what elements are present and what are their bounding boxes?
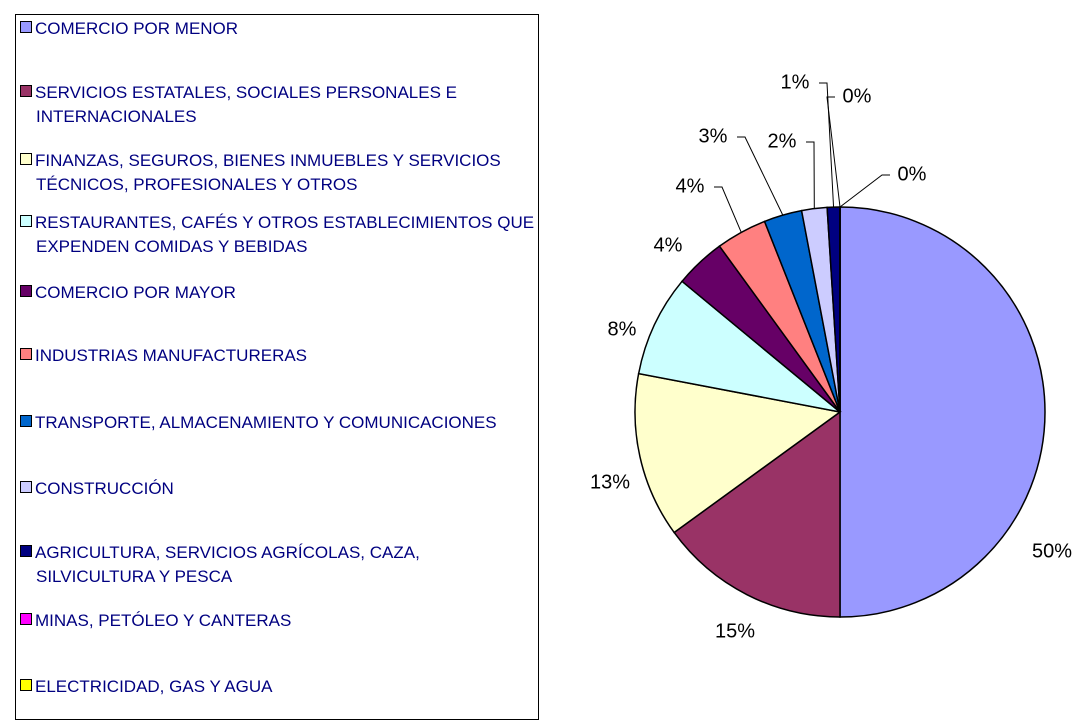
legend-entry: AGRICULTURA, SERVICIOS AGRÍCOLAS, CAZA, … [18, 541, 538, 589]
legend-swatch [20, 348, 32, 360]
data-label: 13% [590, 471, 630, 493]
data-label: 2% [768, 130, 797, 152]
pie-slice [680, 245, 841, 413]
legend-label: AGRICULTURA, SERVICIOS AGRÍCOLAS, CAZA, … [35, 543, 420, 586]
legend-entry: MINAS, PETÓLEO Y CANTERAS [18, 609, 538, 633]
pie-slice [826, 206, 841, 413]
legend-swatch [20, 21, 32, 33]
leader-line [839, 174, 890, 208]
legend-label: FINANZAS, SEGUROS, BIENES INMUEBLES Y SE… [35, 151, 501, 194]
legend-entry: SERVICIOS ESTATALES, SOCIALES PERSONALES… [18, 81, 538, 129]
legend-label: ELECTRICIDAD, GAS Y AGUA [35, 677, 273, 696]
legend-swatch [20, 481, 32, 493]
legend-label: INDUSTRIAS MANUFACTURERAS [35, 346, 308, 365]
legend-swatch [20, 285, 32, 297]
legend-swatch [20, 415, 32, 427]
legend-label: SERVICIOS ESTATALES, SOCIALES PERSONALES… [35, 83, 457, 126]
legend-entry: RESTAURANTES, CAFÉS Y OTROS ESTABLECIMIE… [18, 211, 538, 259]
legend-label: RESTAURANTES, CAFÉS Y OTROS ESTABLECIMIE… [35, 213, 535, 256]
legend-entry: COMERCIO POR MAYOR [18, 281, 538, 305]
pie-slice [763, 209, 841, 413]
data-label: 8% [608, 318, 637, 340]
data-label: 4% [654, 234, 683, 256]
leader-line [806, 141, 815, 209]
legend-entry: CONSTRUCCIÓN [18, 477, 538, 501]
legend-entry: INDUSTRIAS MANUFACTURERAS [18, 344, 538, 368]
legend-swatch [20, 215, 32, 227]
legend-label: CONSTRUCCIÓN [35, 479, 174, 498]
legend-label: COMERCIO POR MAYOR [35, 283, 236, 302]
data-label: 0% [898, 163, 927, 185]
pie-slice [718, 220, 841, 413]
legend-entry: COMERCIO POR MENOR [18, 17, 538, 41]
legend-swatch [20, 85, 32, 97]
legend-swatch [20, 679, 32, 691]
legend: COMERCIO POR MENOR SERVICIOS ESTATALES, S… [15, 14, 539, 720]
legend-label: MINAS, PETÓLEO Y CANTERAS [35, 611, 292, 630]
data-label: 0% [843, 85, 872, 107]
legend-swatch [20, 153, 32, 165]
pie-slice [673, 410, 841, 618]
legend-entry: FINANZAS, SEGUROS, BIENES INMUEBLES Y SE… [18, 149, 538, 197]
data-label: 3% [699, 125, 728, 147]
legend-swatch [20, 545, 32, 557]
leader-line [737, 136, 784, 216]
legend-label: TRANSPORTE, ALMACENAMIENTO Y COMUNICACIO… [35, 413, 497, 432]
legend-swatch [20, 613, 32, 625]
legend-label: COMERCIO POR MENOR [35, 19, 239, 38]
pie-slice [634, 372, 842, 534]
data-label: 1% [781, 71, 810, 93]
pie-slice [637, 280, 841, 413]
data-label: 4% [676, 175, 705, 197]
legend-entry: TRANSPORTE, ALMACENAMIENTO Y COMUNICACIO… [18, 411, 538, 435]
leader-line [826, 96, 841, 208]
leader-line [714, 186, 742, 233]
leader-line [819, 82, 835, 208]
pie-slice [839, 206, 1046, 618]
data-label: 50% [1032, 540, 1072, 562]
pie-slice [800, 206, 841, 413]
legend-entry: ELECTRICIDAD, GAS Y AGUA [18, 675, 538, 699]
data-label: 15% [715, 620, 755, 642]
